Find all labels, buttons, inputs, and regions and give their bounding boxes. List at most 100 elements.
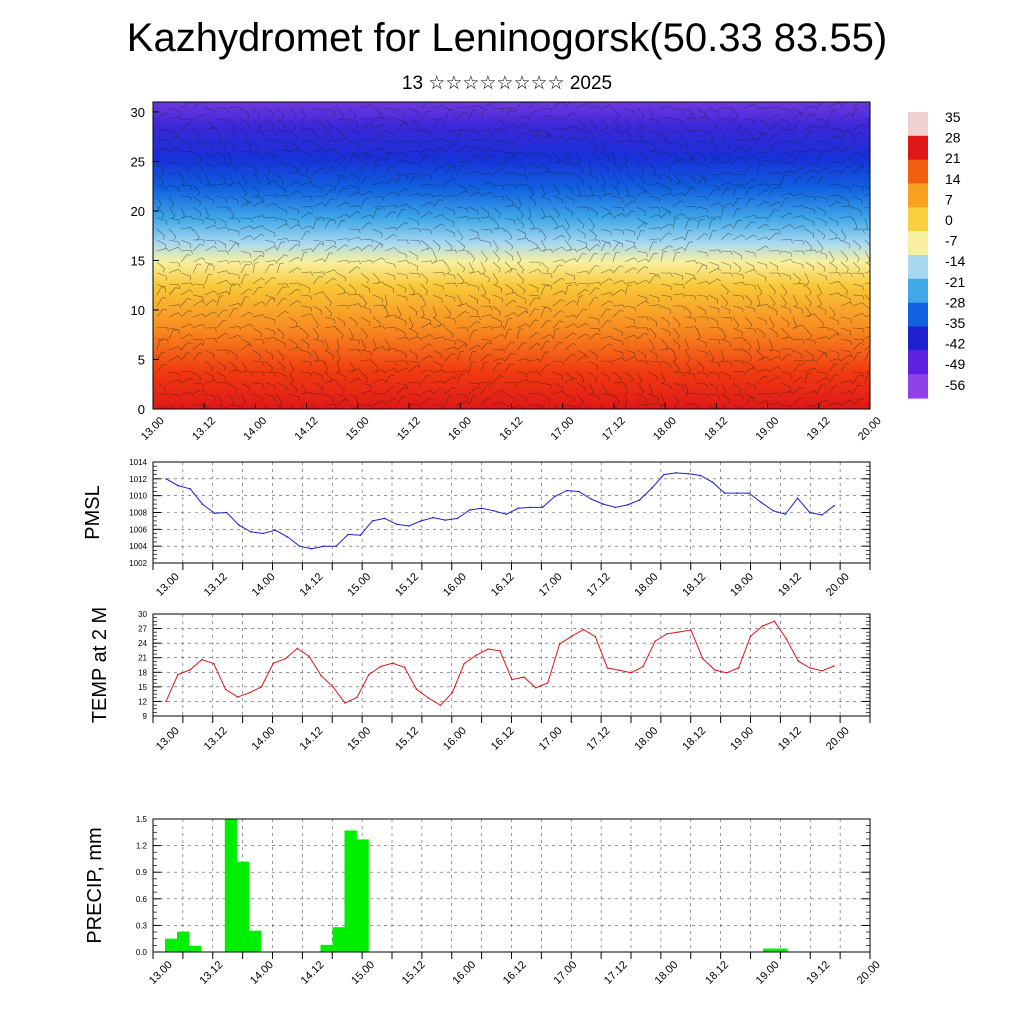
y-tick-label: 15 xyxy=(131,253,145,268)
y-tick-label: 1010 xyxy=(129,492,147,501)
temp-point xyxy=(511,678,513,681)
temp-point xyxy=(368,673,370,676)
pmsl-point xyxy=(651,487,653,489)
temp-point xyxy=(296,647,299,650)
pmsl-point xyxy=(408,525,410,527)
pmsl-point xyxy=(517,507,519,510)
x-tick-label: 16.00 xyxy=(450,959,478,987)
pmsl-point xyxy=(432,516,435,519)
colorbar-label: -14 xyxy=(945,253,965,269)
precip-bar xyxy=(332,927,345,952)
pmsl-point xyxy=(189,488,192,490)
x-tick-label: 18.12 xyxy=(680,571,708,599)
y-tick-label: 1002 xyxy=(129,559,147,568)
temp-point xyxy=(666,633,668,635)
colorbar-swatch xyxy=(908,350,928,375)
y-tick-label: 0.9 xyxy=(136,868,148,877)
colorbar-label: -28 xyxy=(945,294,965,310)
x-tick-label: 16.00 xyxy=(446,415,474,443)
x-tick-label: 18.00 xyxy=(651,415,679,443)
temp-point xyxy=(606,667,609,669)
temp-point xyxy=(749,635,752,638)
x-tick-label: 17.12 xyxy=(585,571,613,599)
y-tick-label: 18 xyxy=(138,668,147,677)
grid xyxy=(153,614,870,716)
pmsl-point xyxy=(286,536,289,538)
x-tick-label: 15.12 xyxy=(395,415,423,443)
x-tick-label: 17.00 xyxy=(537,571,565,599)
x-tick-label: 13.00 xyxy=(147,959,175,987)
temp-point xyxy=(642,665,644,668)
precip-bar xyxy=(763,948,776,952)
precip-bar xyxy=(188,945,202,952)
temp-point xyxy=(833,665,835,667)
x-tick-label: 17.00 xyxy=(549,415,577,443)
temp-point xyxy=(201,658,203,661)
x-tick-label: 18.12 xyxy=(703,959,731,987)
x-tick-label: 17.12 xyxy=(602,959,630,987)
temp-point xyxy=(773,620,776,623)
x-tick-label: 15.00 xyxy=(345,571,373,599)
y-tick-label: 30 xyxy=(138,610,147,619)
temp-point xyxy=(391,662,394,664)
temp-point xyxy=(535,687,537,689)
x-tick-label: 13.12 xyxy=(190,415,218,443)
temp-point xyxy=(630,672,632,674)
temp-point xyxy=(415,688,418,691)
colorbar-swatch xyxy=(908,231,928,256)
pmsl-point xyxy=(371,520,374,522)
pmsl-point xyxy=(274,529,277,531)
y-tick-label: 0 xyxy=(138,402,145,417)
x-tick-label: 15.00 xyxy=(349,959,377,987)
pmsl-point xyxy=(760,501,762,504)
precip-axis-label: PRECIP, mm xyxy=(84,827,106,943)
x-tick-label: 19.12 xyxy=(805,415,833,443)
precip-bar xyxy=(165,938,178,952)
precip-bar xyxy=(320,944,333,952)
pmsl-point xyxy=(201,503,204,505)
pmsl-point xyxy=(396,523,398,526)
temp-point xyxy=(344,702,346,704)
x-tick-label: 13.00 xyxy=(154,571,182,599)
temp-point xyxy=(260,686,263,688)
x-tick-label: 14.00 xyxy=(241,415,269,443)
temp-point xyxy=(725,672,728,674)
pmsl-point xyxy=(566,489,568,492)
y-tick-label: 0.0 xyxy=(136,948,148,957)
temp-point xyxy=(523,676,525,678)
temp-point xyxy=(451,691,454,694)
chart-subtitle: 13 ☆☆☆☆☆☆☆☆ 2025 xyxy=(401,73,613,94)
precip-bar xyxy=(177,931,190,952)
y-tick-label: 15 xyxy=(138,683,147,692)
x-tick-label: 19.00 xyxy=(728,571,756,599)
x-tick-label: 17.12 xyxy=(600,415,628,443)
temp-point xyxy=(582,628,585,631)
temp-point xyxy=(809,667,811,669)
pmsl-point xyxy=(177,484,179,487)
temp-point xyxy=(379,665,382,668)
pmsl-point xyxy=(578,490,580,493)
pmsl-point xyxy=(553,495,556,498)
temp-point xyxy=(439,704,442,707)
pmsl-point xyxy=(772,510,775,512)
colorbar-swatch xyxy=(908,207,928,232)
colorbar-swatch xyxy=(908,159,928,185)
colorbar: 35 28 21 14 7 0 -7 -14 -21 -28 -35 -42 -49 -56 xyxy=(908,109,965,399)
pmsl-series-line xyxy=(165,472,835,550)
temp-point xyxy=(487,648,489,650)
precip-panel: 0.0 0.3 0.6 0.9 1.2 1.5 13.00 13.12 14.00 14.12 15… xyxy=(84,815,883,987)
temp-point xyxy=(702,657,704,660)
y-tick-label: 25 xyxy=(131,154,145,169)
pmsl-point xyxy=(821,514,823,516)
pmsl-point xyxy=(833,505,835,507)
pmsl-point xyxy=(262,532,265,535)
temp-point xyxy=(189,669,191,671)
colorbar-label: 7 xyxy=(945,191,953,207)
y-tick-label: 0.6 xyxy=(136,895,148,904)
temp-point xyxy=(797,660,799,662)
pmsl-point xyxy=(250,531,252,533)
x-tick-label: 16.12 xyxy=(497,415,525,443)
colorbar-swatch xyxy=(908,374,928,399)
temp-point xyxy=(463,662,466,665)
colorbar-label: 21 xyxy=(945,150,961,166)
